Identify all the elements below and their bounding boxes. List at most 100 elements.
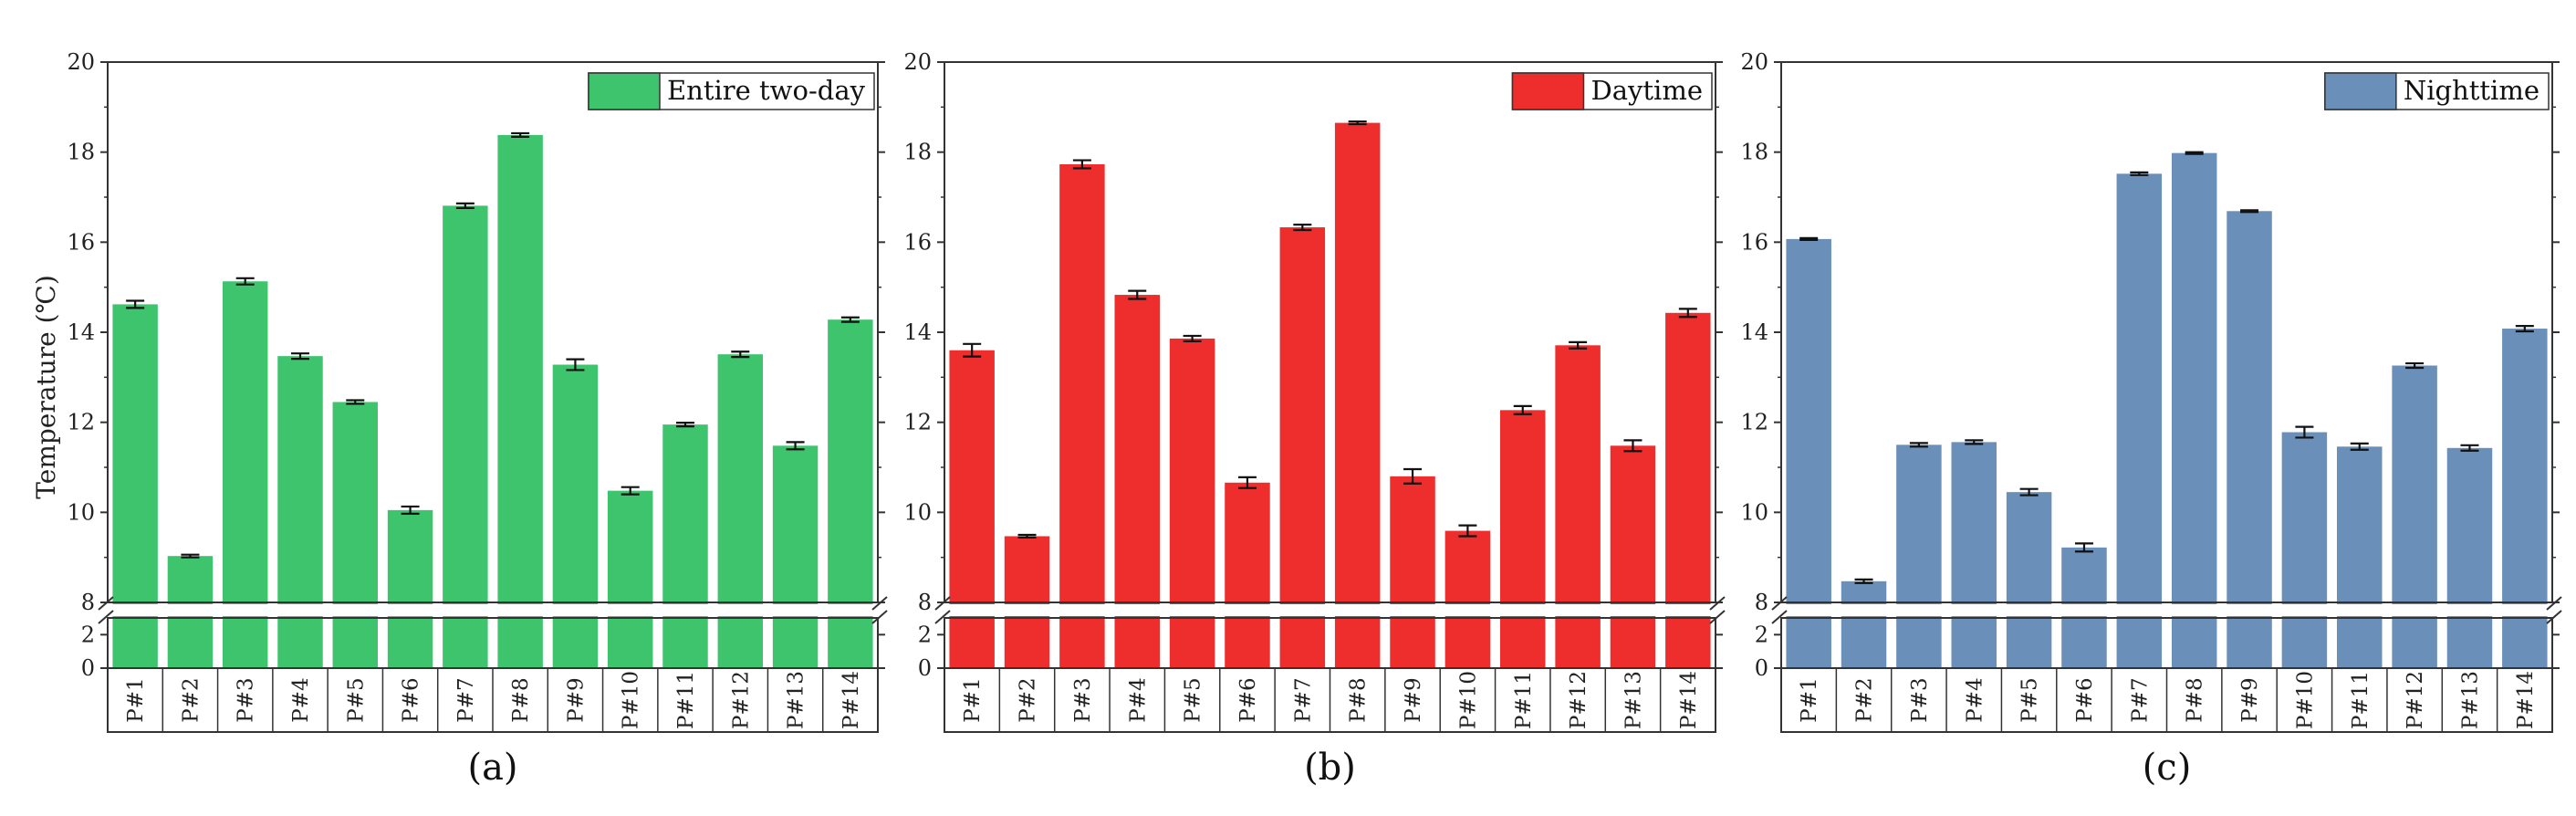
x-tick-label: P#14: [2514, 671, 2538, 729]
error-bar-P8: [511, 131, 530, 138]
bar-P8: [497, 134, 543, 669]
bar-P8: [1334, 122, 1381, 669]
x-tick-label: P#3: [235, 677, 258, 722]
bar-P13: [2446, 447, 2493, 668]
error-bar-P8: [1348, 120, 1367, 126]
error-bar-P8: [2185, 151, 2204, 155]
y-tick-label: 12: [903, 410, 932, 435]
y-tick-label: 10: [903, 499, 932, 525]
bar-P10: [1444, 530, 1491, 668]
y-tick-label: 20: [1740, 49, 1768, 75]
x-tick-label: P#3: [1908, 677, 1932, 722]
x-tick-label: P#10: [620, 671, 643, 729]
x-tick-label: P#2: [1853, 677, 1877, 722]
y-tick-label: 0: [918, 655, 932, 681]
axis-break-band: [943, 604, 1717, 616]
y-tick-label: 16: [903, 229, 932, 255]
x-tick-label: P#10: [2293, 671, 2317, 729]
bar-P9: [1390, 476, 1435, 668]
error-bar-P5: [2019, 487, 2039, 497]
error-bar-P3: [235, 277, 255, 286]
x-tick-label: P#13: [1622, 671, 1645, 729]
x-tick-label: P#5: [1182, 677, 1205, 722]
error-bar-P11: [1513, 404, 1532, 415]
bar-P9: [552, 364, 599, 668]
error-bar-P7: [1293, 223, 1312, 232]
x-tick-label: P#8: [509, 677, 533, 722]
bar-P11: [1500, 410, 1546, 668]
y-tick-label: 18: [67, 140, 95, 165]
bar-P6: [387, 509, 433, 668]
error-bar-P7: [2130, 171, 2149, 176]
bar-P11: [662, 424, 708, 668]
bar-P5: [2006, 492, 2052, 668]
error-bar-P1: [126, 299, 145, 309]
y-tick-label: 8: [81, 590, 95, 615]
bar-P4: [277, 356, 323, 668]
y-tick-label: 12: [67, 410, 95, 435]
bar-P3: [1896, 445, 1942, 668]
error-bar-P12: [731, 350, 750, 359]
bar-P5: [332, 402, 379, 668]
panel-label: (b): [1304, 747, 1356, 789]
error-bar-P7: [455, 202, 475, 209]
y-tick-label: 14: [903, 319, 932, 345]
y-tick-label: 8: [1755, 590, 1768, 615]
error-bar-P2: [1854, 578, 1873, 584]
x-tick-label: P#9: [1402, 677, 1425, 722]
error-bar-P11: [2350, 442, 2369, 451]
error-bar-P10: [2295, 425, 2314, 439]
bar-P3: [222, 281, 268, 668]
bar-P10: [2281, 432, 2328, 668]
x-tick-label: P#13: [785, 671, 808, 729]
error-bar-P14: [1678, 308, 1697, 319]
legend-swatch: [588, 72, 661, 110]
y-tick-label: 2: [1755, 622, 1768, 647]
x-tick-label: P#11: [2349, 671, 2373, 729]
error-bar-P2: [181, 553, 200, 559]
y-tick-label: 10: [67, 499, 95, 525]
x-tick-label: P#2: [179, 677, 203, 722]
bar-P7: [2116, 173, 2163, 668]
legend-label: Entire two-day: [667, 75, 866, 106]
x-tick-label: P#1: [1798, 677, 1821, 722]
error-bar-P4: [1128, 289, 1147, 300]
x-tick-label: P#1: [961, 677, 985, 722]
axis-break-band: [106, 604, 880, 616]
legend-swatch: [1511, 72, 1585, 110]
error-bar-P9: [566, 358, 585, 371]
x-tick-label: P#10: [1456, 671, 1480, 729]
y-tick-label: 10: [1740, 499, 1768, 525]
y-tick-label: 0: [81, 655, 95, 681]
error-bar-P13: [1623, 439, 1643, 453]
x-tick-label: P#7: [1291, 677, 1315, 722]
bar-P2: [1841, 581, 1887, 668]
x-tick-label: P#14: [1677, 671, 1701, 729]
bar-P12: [717, 354, 764, 668]
error-bar-P5: [346, 399, 365, 405]
error-bar-P13: [786, 441, 805, 451]
bar-P7: [1279, 227, 1326, 668]
x-tick-label: P#2: [1017, 677, 1040, 722]
axis-break-band: [1779, 604, 2554, 616]
error-bar-P3: [1072, 159, 1091, 170]
bar-P10: [607, 490, 653, 668]
bar-P8: [2171, 152, 2217, 669]
chart-panel-1: 8 10 12 14 16 18 20 0 2 P#1 P#2 P#3 P#4 P#5 P#6 P#7 P#8 P…: [31, 49, 888, 789]
bar-P9: [2227, 211, 2272, 668]
y-tick-label: 0: [1755, 655, 1768, 681]
x-tick-label: P#4: [1963, 677, 1987, 722]
error-bar-P10: [1458, 524, 1477, 538]
bar-P13: [1610, 445, 1656, 668]
x-tick-label: P#12: [2404, 671, 2427, 729]
y-tick-label: 12: [1740, 410, 1768, 435]
y-tick-label: 14: [67, 319, 95, 345]
bar-P3: [1059, 163, 1105, 668]
error-bar-P2: [1017, 533, 1037, 539]
y-tick-label: 14: [1740, 319, 1768, 345]
y-tick-label: 20: [67, 49, 95, 75]
x-tick-label: P#6: [1236, 677, 1260, 722]
x-tick-label: P#11: [1512, 671, 1536, 729]
error-bar-P6: [1237, 476, 1257, 489]
